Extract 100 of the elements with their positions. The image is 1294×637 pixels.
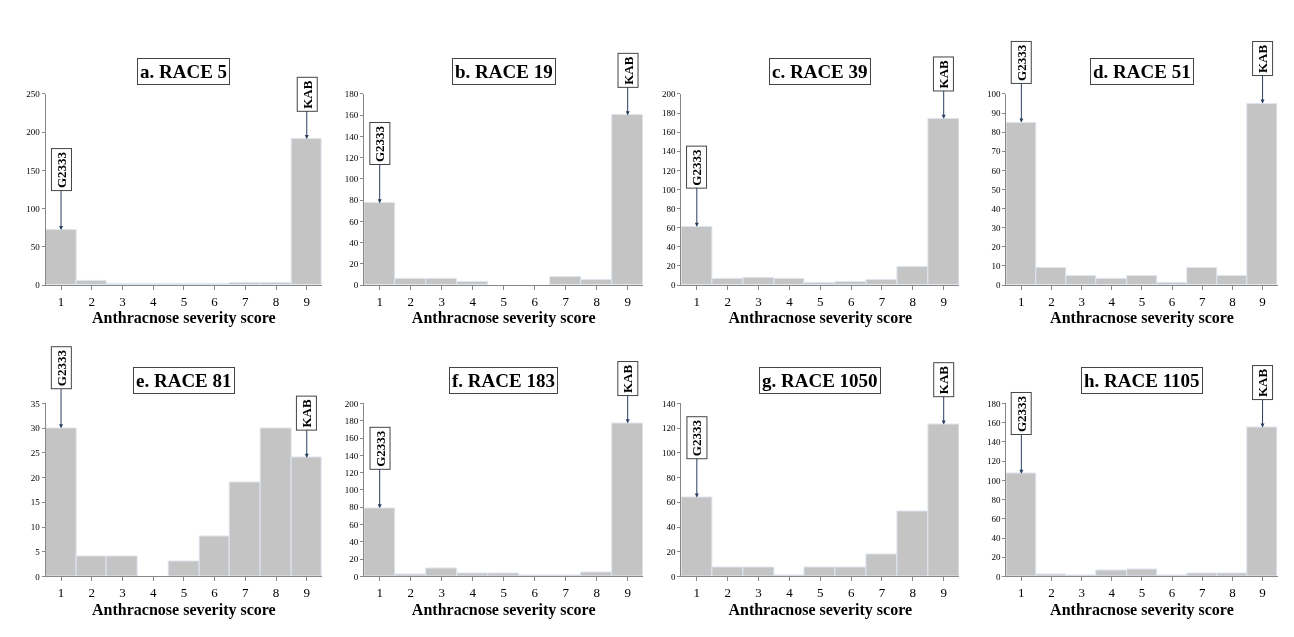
y-tick-label: 40: [349, 537, 359, 548]
x-tick-label: 4: [1108, 585, 1116, 601]
x-tick-label: 3: [755, 585, 762, 601]
x-tick-label: 6: [531, 585, 539, 601]
y-tick-label: 140: [986, 437, 1001, 448]
annotation: G2333: [1013, 395, 1029, 432]
x-tick-label: 8: [1229, 293, 1236, 309]
y-tick-label: 200: [344, 398, 359, 409]
x-tick-label: 8: [1229, 585, 1236, 601]
annotation: G2333: [689, 149, 705, 186]
x-tick-label: 3: [119, 585, 126, 601]
y-tick-label: 150: [26, 165, 41, 176]
x-tick-label: 8: [593, 293, 600, 309]
x-tick-label: 9: [303, 293, 311, 309]
y-tick-label: 60: [666, 497, 677, 508]
y-tick-label: 140: [662, 146, 677, 157]
annotation: KAB: [935, 59, 951, 89]
x-tick-label: 9: [1259, 293, 1266, 309]
y-tick-label: 20: [30, 472, 41, 483]
y-tick-label: 160: [344, 110, 359, 121]
y-tick-label: 40: [349, 237, 359, 248]
x-tick-label: 1: [693, 585, 701, 601]
x-tick-label: 8: [272, 293, 280, 309]
y-tick-label: 180: [344, 89, 359, 100]
y-tick-label: 200: [662, 89, 677, 100]
chart-title: d. RACE 51: [1093, 61, 1191, 82]
x-tick-label: 7: [242, 585, 250, 601]
x-tick-label: 5: [817, 293, 824, 309]
x-tick-label: 8: [272, 585, 280, 601]
y-tick-label: 20: [991, 552, 1001, 563]
annotation: G2333: [372, 125, 388, 162]
x-tick-label: 1: [1018, 585, 1025, 601]
y-tick-label: 160: [344, 433, 359, 444]
y-tick-label: 90: [991, 108, 1001, 119]
x-tick-label: 6: [1168, 585, 1176, 601]
y-tick-label: 120: [344, 467, 359, 478]
y-tick-label: 120: [662, 165, 677, 176]
x-tick-label: 5: [500, 293, 507, 309]
annotation: KAB: [620, 56, 636, 85]
y-tick-label: 40: [666, 522, 677, 533]
x-axis-title: Anthracnose severity score: [92, 309, 276, 328]
x-tick-label: 3: [1078, 585, 1085, 601]
x-axis-title: Anthracnose severity score: [411, 600, 596, 619]
x-tick-label: 3: [438, 293, 445, 309]
y-tick-label: 80: [666, 203, 677, 214]
y-tick-label: 120: [662, 423, 677, 434]
y-tick-label: 0: [35, 571, 41, 582]
x-tick-label: 6: [847, 293, 855, 309]
x-tick-label: 9: [940, 293, 947, 309]
y-tick-label: 40: [991, 533, 1001, 544]
x-tick-label: 2: [88, 585, 95, 601]
y-tick-label: 100: [986, 89, 1001, 100]
x-tick-label: 2: [88, 293, 95, 309]
y-tick-label: 5: [35, 546, 41, 557]
y-tick-label: 20: [666, 261, 677, 272]
y-tick-label: 140: [344, 450, 359, 461]
x-tick-label: 3: [119, 293, 126, 309]
x-tick-label: 4: [469, 293, 477, 309]
x-tick-label: 1: [1018, 293, 1025, 309]
chart-title: g. RACE 1050: [762, 370, 878, 391]
x-tick-label: 2: [724, 585, 731, 601]
x-tick-label: 7: [562, 293, 570, 309]
x-tick-label: 2: [407, 293, 414, 309]
x-tick-label: 1: [376, 585, 383, 601]
y-tick-label: 0: [995, 280, 1001, 291]
y-tick-label: 0: [353, 571, 359, 582]
y-tick-label: 200: [26, 127, 41, 138]
y-tick-label: 100: [344, 485, 359, 496]
y-tick-label: 180: [986, 398, 1001, 409]
annotation: G2333: [53, 151, 69, 189]
annotation: KAB: [1255, 368, 1271, 398]
x-tick-label: 2: [1048, 585, 1055, 601]
x-tick-label: 2: [724, 293, 731, 309]
x-tick-label: 2: [407, 585, 414, 601]
chart-title: b. RACE 19: [455, 61, 553, 82]
y-tick-label: 70: [991, 146, 1001, 157]
y-tick-label: 60: [349, 519, 359, 530]
x-axis-title: Anthracnose severity score: [1050, 309, 1234, 328]
chart-title: f. RACE 183: [452, 370, 555, 391]
y-tick-label: 80: [349, 502, 359, 513]
x-tick-label: 7: [878, 585, 886, 601]
y-tick-label: 80: [666, 472, 677, 483]
x-tick-label: 1: [376, 293, 383, 309]
annotation: KAB: [1255, 44, 1271, 74]
x-tick-label: 4: [786, 585, 794, 601]
x-axis-title: Anthracnose severity score: [92, 600, 276, 619]
x-tick-label: 9: [624, 293, 631, 309]
x-tick-label: 8: [593, 585, 600, 601]
x-tick-label: 6: [211, 293, 219, 309]
annotation: KAB: [936, 365, 952, 395]
y-tick-label: 15: [30, 497, 41, 508]
y-tick-label: 180: [344, 415, 359, 426]
x-tick-label: 7: [1199, 585, 1206, 601]
y-tick-label: 60: [349, 216, 359, 227]
y-tick-label: 80: [349, 195, 359, 206]
chart-title: a. RACE 5: [140, 61, 228, 82]
x-tick-label: 7: [1199, 293, 1206, 309]
y-tick-label: 0: [353, 280, 359, 291]
y-tick-label: 35: [30, 398, 41, 409]
x-tick-label: 4: [1108, 293, 1116, 309]
